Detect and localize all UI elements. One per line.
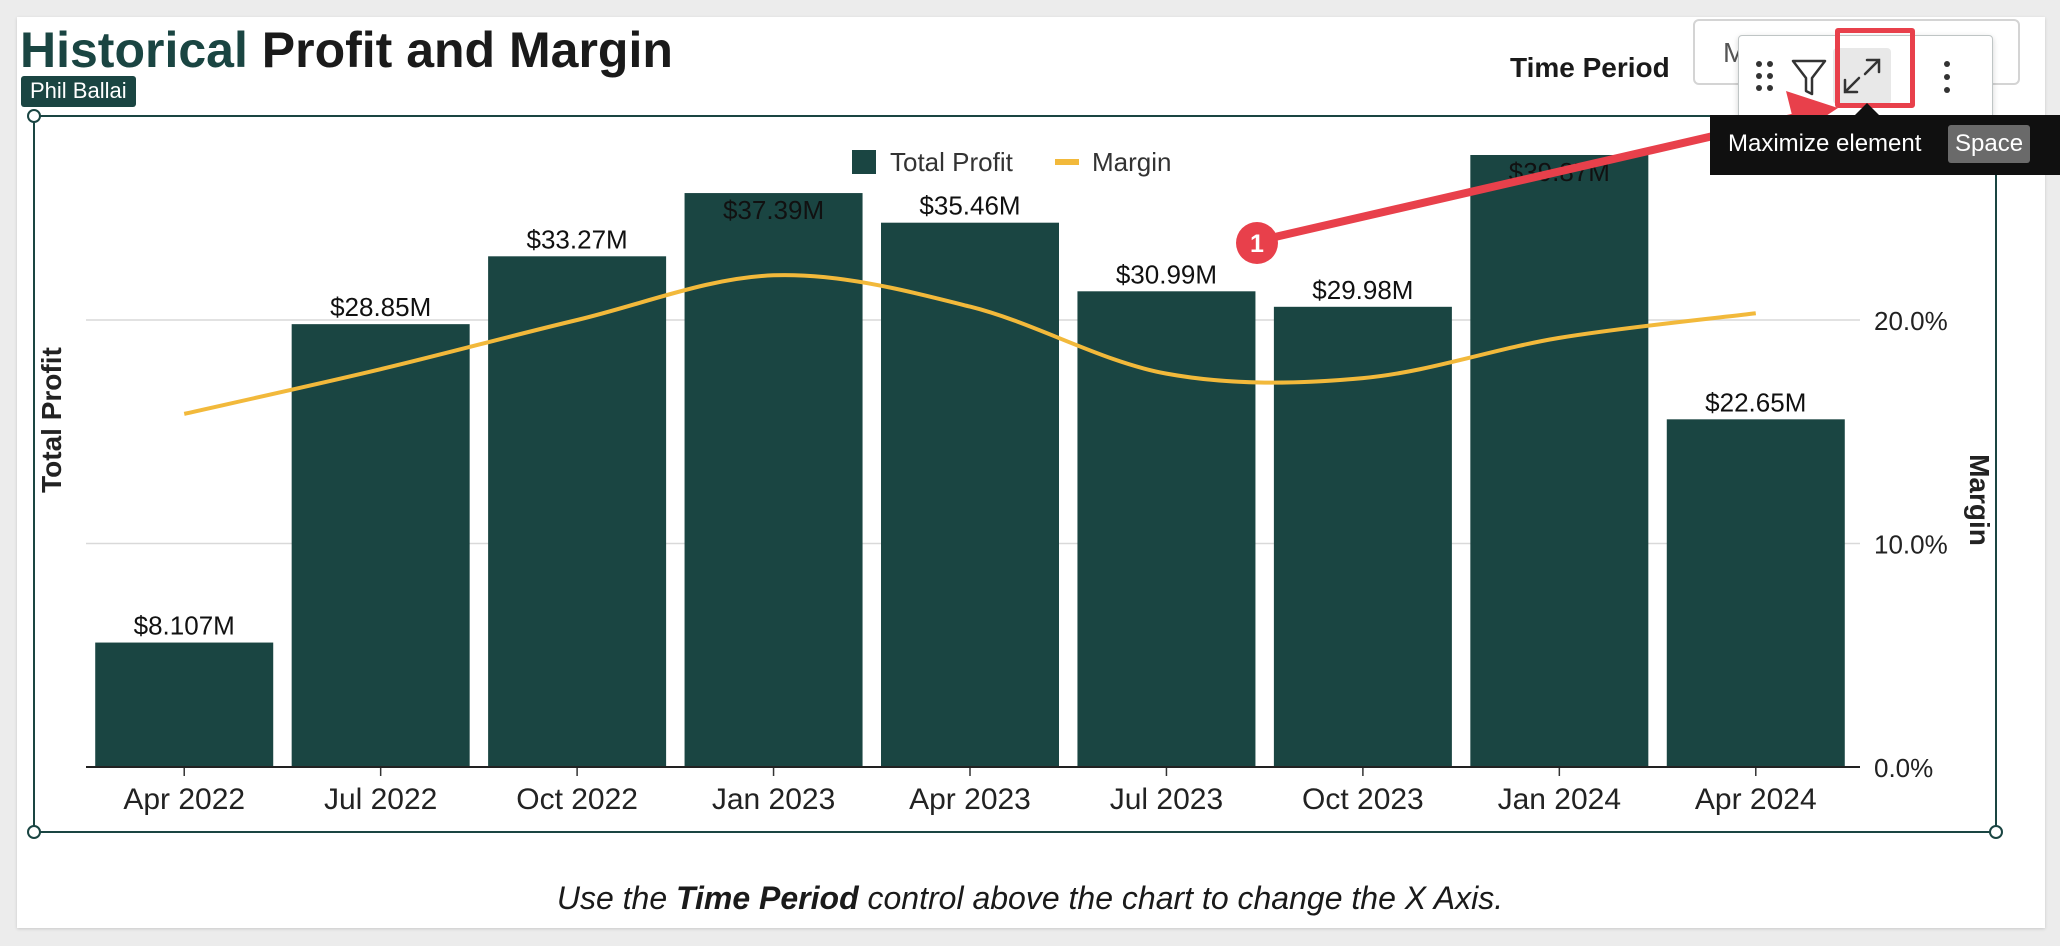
bar <box>1470 154 1649 768</box>
x-tick-label: Jul 2022 <box>324 783 437 816</box>
title-rest: Profit and Margin <box>261 22 673 78</box>
data-label: $37.39M <box>723 195 824 225</box>
maximize-icon <box>1843 58 1881 94</box>
caption-bold: Time Period <box>676 880 859 916</box>
x-tick-label: Apr 2023 <box>909 783 1031 816</box>
legend-swatch-total-profit <box>852 150 876 174</box>
y-right-tick-label: 20.0% <box>1874 306 1948 336</box>
bar <box>881 222 1059 768</box>
bar <box>684 193 863 768</box>
more-vertical-icon[interactable] <box>1935 58 1959 100</box>
y-right-axis-title: Margin <box>1964 454 1995 546</box>
data-label: $28.85M <box>330 292 431 322</box>
data-label: $30.99M <box>1116 259 1217 289</box>
x-tick-label: Apr 2024 <box>1695 783 1817 816</box>
y-left-axis-title: Total Profit <box>36 347 67 493</box>
page-title: Historical Profit and Margin <box>20 20 673 80</box>
bar <box>1077 291 1256 767</box>
tooltip: Maximize element Space <box>1710 115 2060 175</box>
step-number: 1 <box>1250 230 1264 258</box>
drag-handle-icon[interactable] <box>1753 58 1777 98</box>
data-label: $33.27M <box>527 224 628 254</box>
y-right-tick-label: 10.0% <box>1874 530 1948 560</box>
title-accent: Historical <box>20 22 248 78</box>
x-tick-label: Oct 2022 <box>516 783 638 816</box>
bar <box>95 642 274 767</box>
caption-suffix: control above the chart to change the X … <box>858 880 1504 916</box>
data-label: $22.65M <box>1705 387 1806 417</box>
tooltip-text: Maximize element <box>1728 130 1922 157</box>
tooltip-shortcut-key: Space <box>1948 125 2031 163</box>
resize-handle-bottom-right[interactable] <box>1989 825 2003 839</box>
x-tick-label: Jul 2023 <box>1110 783 1223 816</box>
bar <box>1666 419 1845 767</box>
chart-caption: Use the Time Period control above the ch… <box>0 880 2060 917</box>
x-tick-label: Oct 2023 <box>1302 783 1424 816</box>
bar <box>291 324 470 767</box>
author-badge: Phil Ballai <box>21 76 136 107</box>
caption-prefix: Use the <box>556 880 677 916</box>
chart-element[interactable] <box>27 109 2003 839</box>
bar <box>488 256 667 767</box>
x-tick-label: Jan 2023 <box>712 783 835 816</box>
maximize-button[interactable] <box>1833 48 1891 104</box>
x-tick-label: Apr 2022 <box>123 783 245 816</box>
resize-handle-bottom-left[interactable] <box>27 825 41 839</box>
x-tick-label: Jan 2024 <box>1498 783 1621 816</box>
data-label: $29.98M <box>1312 275 1413 305</box>
time-period-label: Time Period <box>1510 52 1670 83</box>
margin-series <box>183 273 1757 416</box>
legend-swatch-margin <box>1055 159 1079 165</box>
margin-line <box>183 273 1757 416</box>
resize-handle-top-left[interactable] <box>27 109 41 123</box>
tooltip-arrow <box>1855 103 1879 115</box>
bar-series: $8.107M $28.85M $33.27M $37.39M $35.46M $30.9… <box>95 154 1845 768</box>
axes: 0.0% 10.0% 20.0% Apr 2022 Jul 2022 Oct 2022 Ja… <box>36 306 1995 816</box>
filter-icon[interactable] <box>1791 58 1831 100</box>
step-badge <box>1236 222 1278 264</box>
legend-label-total-profit: Total Profit <box>890 147 1014 177</box>
data-label: $35.46M <box>919 191 1020 221</box>
y-right-tick-label: 0.0% <box>1874 753 1933 783</box>
data-label: $8.107M <box>134 611 235 641</box>
legend-label-margin: Margin <box>1092 147 1171 177</box>
legend: Total Profit Margin <box>852 147 1171 177</box>
